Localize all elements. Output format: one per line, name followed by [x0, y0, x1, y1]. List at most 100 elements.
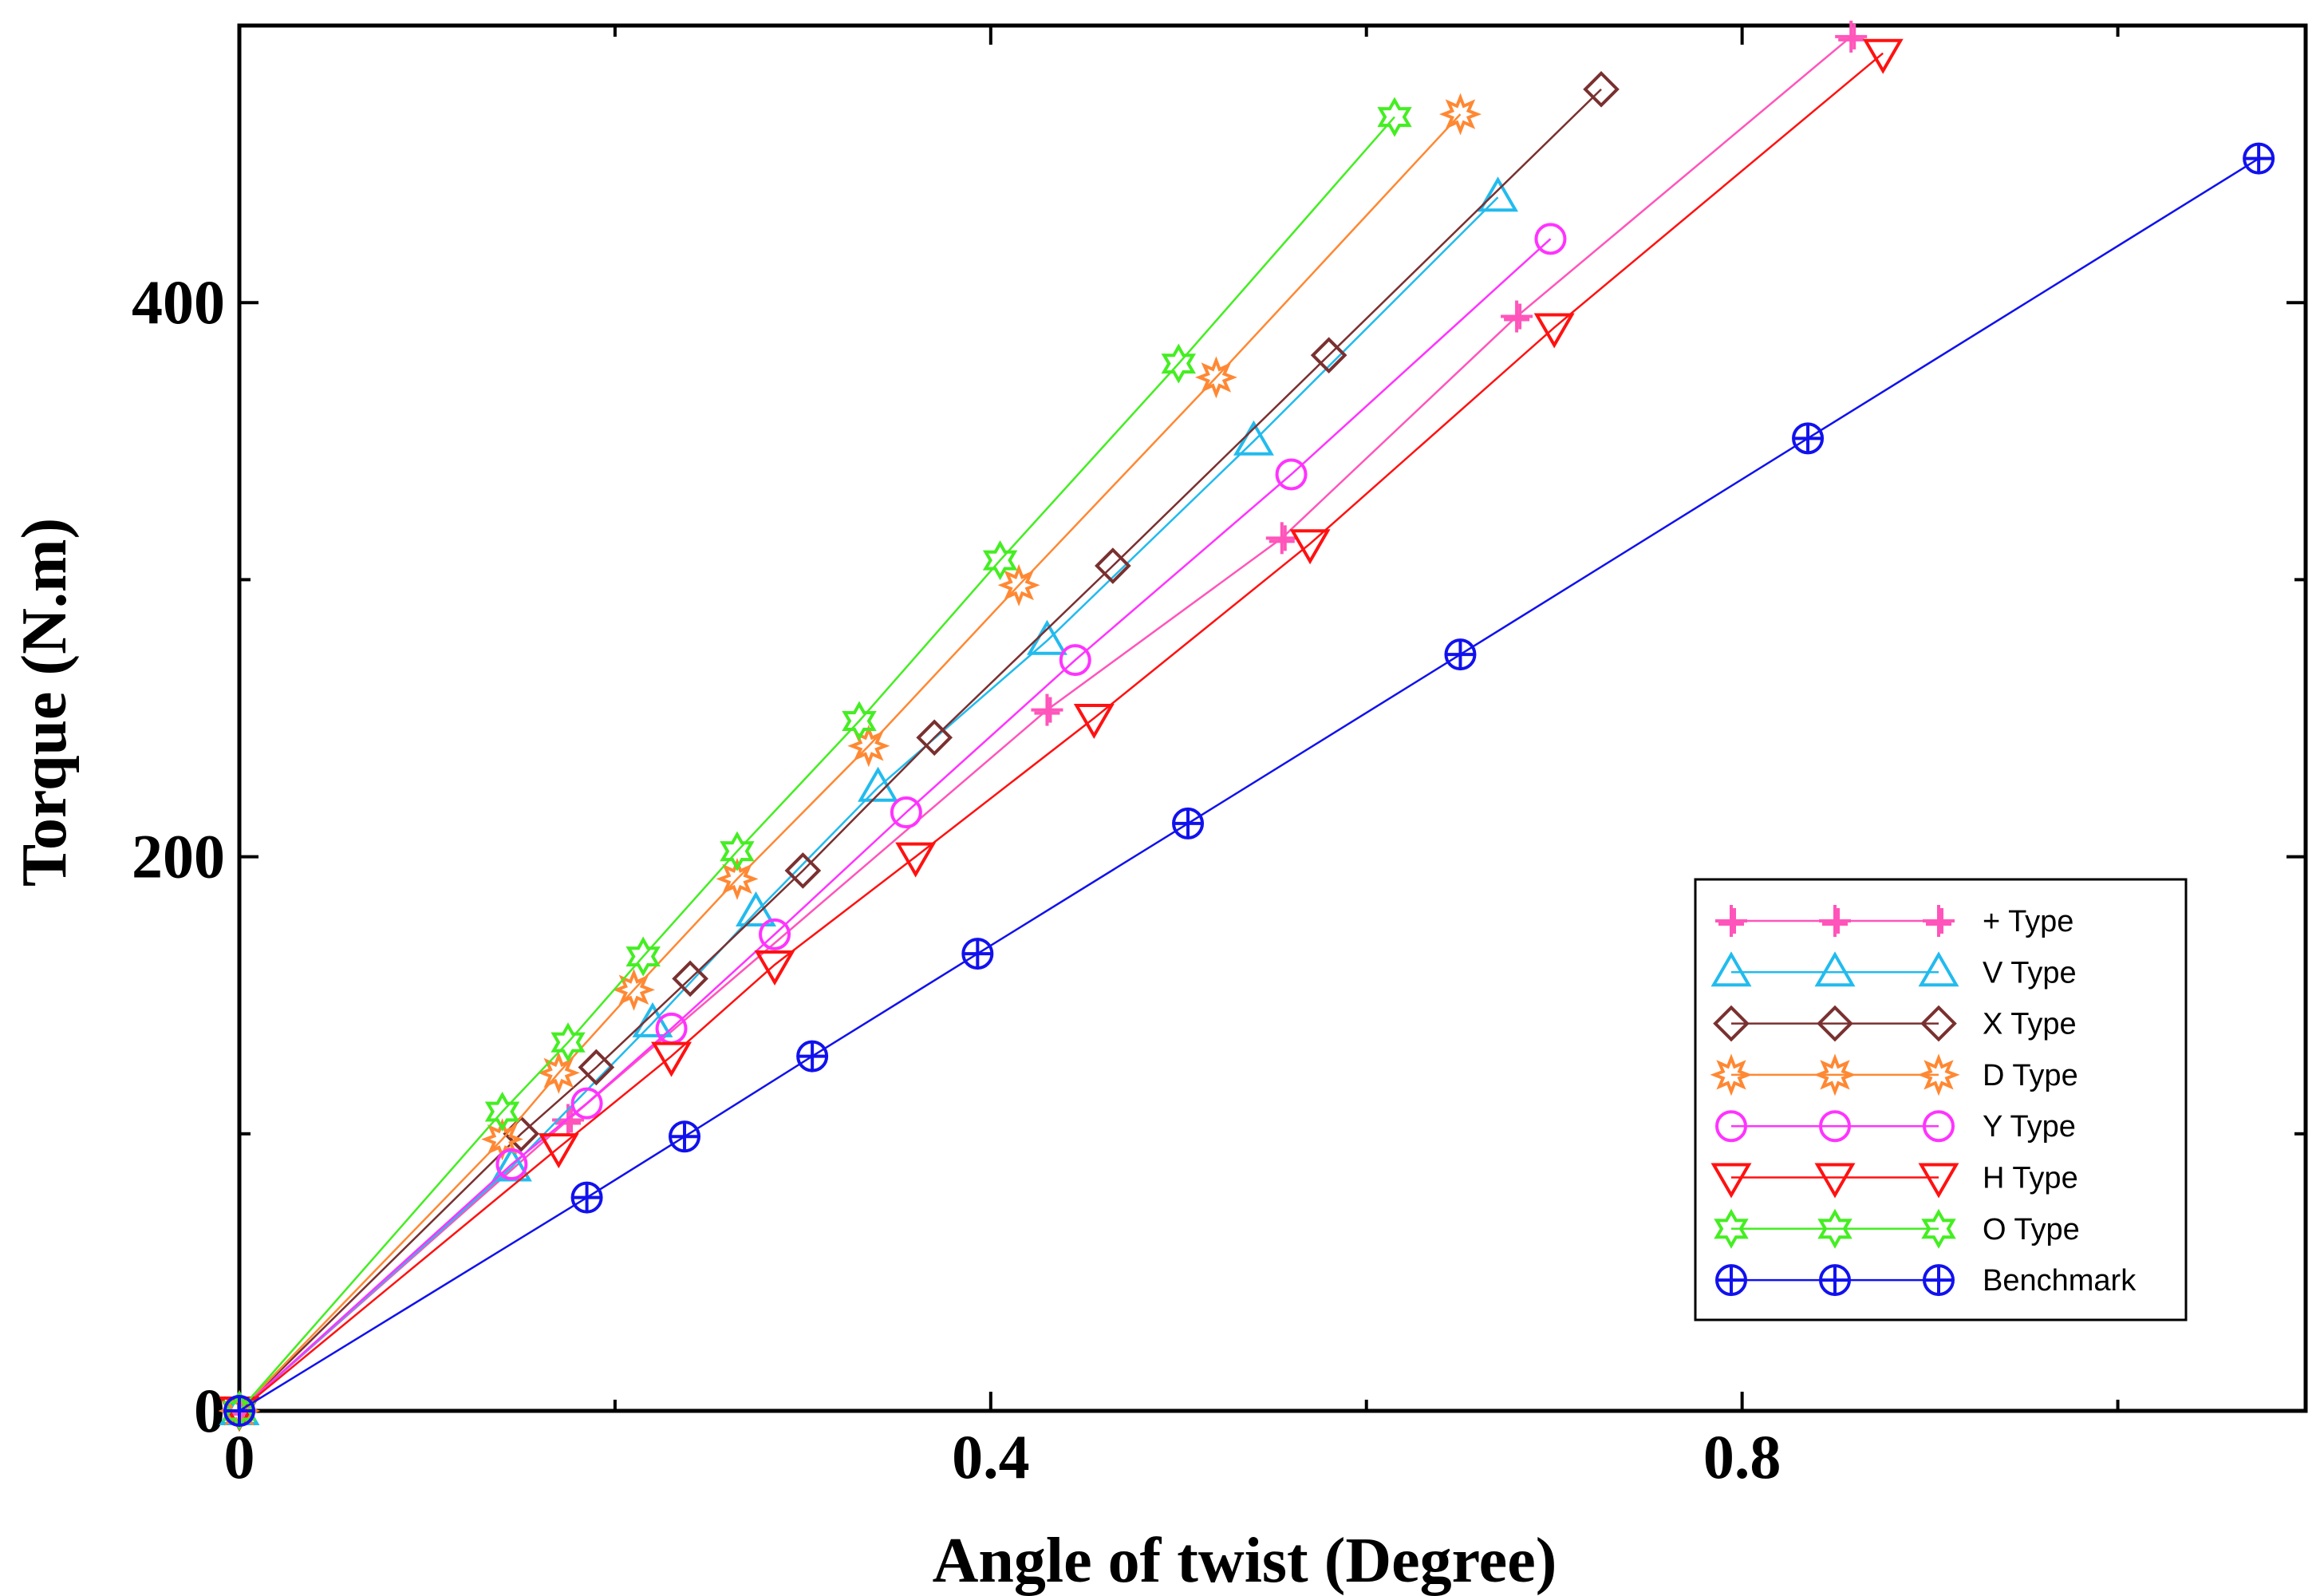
data-point — [1275, 458, 1308, 491]
marker-shape — [1918, 1163, 1959, 1199]
legend-marker — [1814, 1163, 1856, 1199]
legend-marker — [1814, 951, 1856, 987]
marker-shape — [1710, 1163, 1752, 1199]
marker-shape — [537, 1051, 580, 1094]
data-point — [1792, 422, 1825, 455]
data-point — [997, 563, 1040, 606]
marker-shape — [842, 701, 877, 741]
marker-shape — [1161, 343, 1197, 384]
legend-box — [1694, 878, 2188, 1321]
marker-shape — [916, 719, 953, 757]
legend-item: Benchmark — [1715, 1264, 2137, 1298]
legend-label: Y Type — [1983, 1110, 2076, 1144]
legend-item: + Type — [1715, 905, 2073, 938]
series-benchmark — [223, 142, 2275, 1427]
marker-shape — [1819, 1110, 1851, 1143]
data-point — [1862, 38, 1904, 74]
series-d-type — [218, 93, 1482, 1432]
marker-shape — [754, 950, 795, 986]
marker-shape — [625, 936, 661, 977]
marker-shape — [1918, 951, 1959, 987]
legend-item: Y Type — [1715, 1110, 2076, 1144]
data-point — [1501, 300, 1533, 333]
marker-shape — [672, 960, 708, 998]
legend-marker — [1819, 1264, 1851, 1297]
marker-shape — [570, 1087, 603, 1120]
marker-shape — [1583, 71, 1620, 108]
series-o-type — [222, 97, 1412, 1432]
legend-marker — [1710, 1163, 1752, 1199]
marker-shape — [784, 852, 822, 889]
legend-label: V Type — [1983, 956, 2077, 990]
data-point — [842, 701, 877, 741]
marker-shape — [1059, 644, 1091, 677]
data-point — [223, 1395, 255, 1427]
x-axis-title: Angle of twist (Degree) — [933, 1526, 1557, 1596]
series-type — [223, 20, 1868, 1427]
data-point — [1310, 337, 1347, 373]
legend-marker — [1917, 1053, 1960, 1096]
legend-label: + Type — [1983, 905, 2073, 938]
legend-marker — [1713, 1005, 1750, 1042]
marker-shape — [651, 1041, 692, 1077]
data-point — [982, 540, 1018, 581]
marker-shape — [613, 968, 656, 1011]
series-h-type — [219, 38, 1904, 1432]
marker-shape — [1533, 313, 1575, 349]
data-point — [1161, 343, 1197, 384]
data-point — [1073, 704, 1115, 739]
legend: + Type V Type X Type D Type Y Type H Type O Ty… — [1694, 878, 2188, 1321]
data-point — [2243, 142, 2275, 175]
legend-marker — [1715, 905, 1747, 937]
marker-shape — [578, 1049, 615, 1086]
legend-marker — [1817, 1005, 1853, 1042]
marker-shape — [1438, 93, 1482, 136]
plot-frame — [237, 23, 2308, 1413]
series-line — [239, 196, 1499, 1412]
data-point — [1835, 20, 1868, 53]
marker-shape — [1713, 1005, 1750, 1042]
marker-shape — [997, 563, 1040, 606]
legend-marker — [1715, 1264, 1747, 1297]
data-point — [754, 950, 795, 986]
marker-shape — [1817, 1208, 1852, 1249]
legend-marker — [1715, 1110, 1747, 1143]
data-point — [1233, 420, 1274, 456]
data-point — [484, 1091, 520, 1132]
series-line — [239, 89, 1602, 1412]
marker-shape — [982, 540, 1018, 581]
x-tick-label: 0 — [224, 1422, 255, 1491]
marker-shape — [1377, 97, 1412, 137]
legend-label: Benchmark — [1983, 1264, 2137, 1298]
x-tick-label: 0.8 — [1703, 1422, 1781, 1491]
marker-shape — [1715, 1110, 1747, 1143]
legend-marker — [1817, 1208, 1852, 1249]
data-point — [1289, 529, 1331, 565]
marker-shape — [1095, 547, 1131, 584]
marker-shape — [759, 918, 791, 950]
legend-item: O Type — [1714, 1208, 2080, 1249]
marker-shape — [716, 857, 759, 900]
data-point — [570, 1087, 603, 1120]
y-tick-label: 400 — [132, 267, 225, 337]
marker-shape — [1920, 1005, 1957, 1042]
y-axis-title: Torque (N.m) — [10, 518, 80, 887]
legend-marker — [1819, 905, 1851, 937]
legend-label: X Type — [1983, 1008, 2077, 1041]
marker-shape — [1233, 420, 1274, 456]
data-point — [613, 968, 656, 1011]
data-point — [1444, 638, 1477, 671]
plot-series — [218, 20, 2275, 1432]
data-point — [1031, 693, 1063, 726]
marker-shape — [1194, 356, 1237, 399]
data-point — [1377, 97, 1412, 137]
data-point — [890, 796, 922, 829]
data-point — [1534, 223, 1567, 255]
data-point — [550, 1022, 586, 1063]
marker-shape — [1862, 38, 1904, 74]
data-point — [651, 1041, 692, 1077]
data-point — [1059, 644, 1091, 677]
data-point — [1478, 176, 1519, 212]
marker-shape — [632, 1001, 673, 1037]
